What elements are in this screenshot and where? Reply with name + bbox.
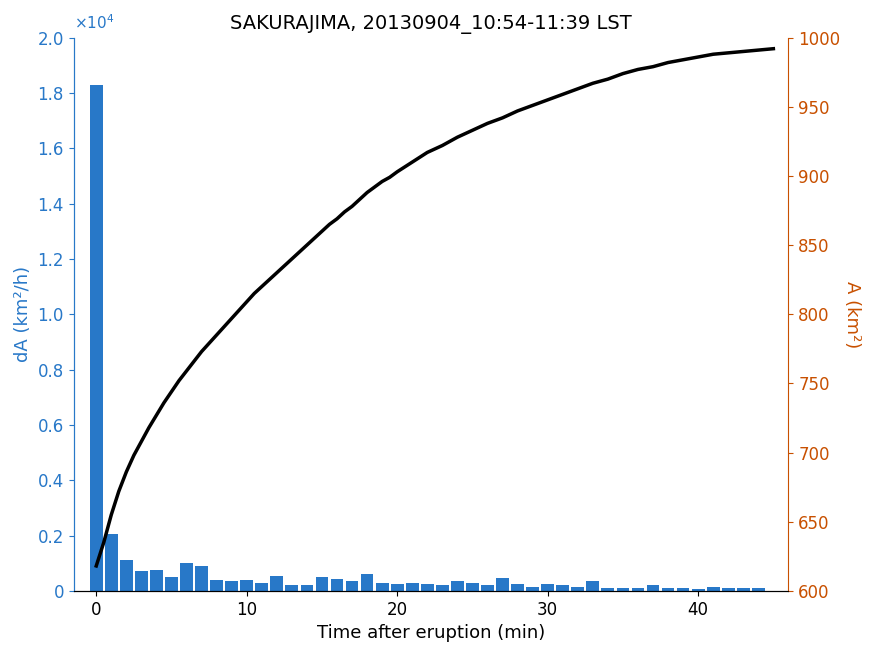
- Y-axis label: dA (km²/h): dA (km²/h): [14, 266, 31, 362]
- Bar: [225, 581, 238, 591]
- Bar: [436, 585, 449, 591]
- Bar: [466, 583, 479, 591]
- Bar: [632, 588, 644, 591]
- Bar: [331, 579, 343, 591]
- Bar: [542, 584, 554, 591]
- Bar: [496, 579, 509, 591]
- Bar: [737, 588, 750, 591]
- Title: SAKURAJIMA, 20130904_10:54-11:39 LST: SAKURAJIMA, 20130904_10:54-11:39 LST: [230, 15, 632, 34]
- Bar: [571, 586, 584, 591]
- Bar: [676, 588, 690, 591]
- Bar: [210, 580, 223, 591]
- Bar: [586, 581, 599, 591]
- Bar: [90, 85, 102, 591]
- Bar: [360, 574, 374, 591]
- Bar: [451, 581, 464, 591]
- Bar: [421, 584, 434, 591]
- Bar: [165, 577, 178, 591]
- Bar: [375, 583, 388, 591]
- Bar: [707, 586, 719, 591]
- Bar: [195, 566, 208, 591]
- Y-axis label: A (km²): A (km²): [844, 281, 861, 348]
- Bar: [150, 570, 163, 591]
- Bar: [481, 585, 493, 591]
- Bar: [346, 581, 359, 591]
- Bar: [556, 585, 569, 591]
- Text: $\times 10^4$: $\times 10^4$: [74, 13, 114, 32]
- Bar: [662, 588, 675, 591]
- Bar: [617, 588, 629, 591]
- Bar: [647, 585, 660, 591]
- Bar: [120, 560, 133, 591]
- Bar: [511, 584, 524, 591]
- Bar: [752, 588, 765, 591]
- Bar: [391, 584, 403, 591]
- Bar: [601, 588, 614, 591]
- X-axis label: Time after eruption (min): Time after eruption (min): [317, 624, 545, 642]
- Bar: [285, 585, 298, 591]
- Bar: [255, 583, 268, 591]
- Bar: [105, 534, 117, 591]
- Bar: [135, 571, 148, 591]
- Bar: [300, 585, 313, 591]
- Bar: [241, 580, 253, 591]
- Bar: [692, 590, 704, 591]
- Bar: [270, 575, 284, 591]
- Bar: [526, 587, 539, 591]
- Bar: [406, 583, 418, 591]
- Bar: [316, 577, 328, 591]
- Bar: [180, 563, 192, 591]
- Bar: [722, 588, 735, 591]
